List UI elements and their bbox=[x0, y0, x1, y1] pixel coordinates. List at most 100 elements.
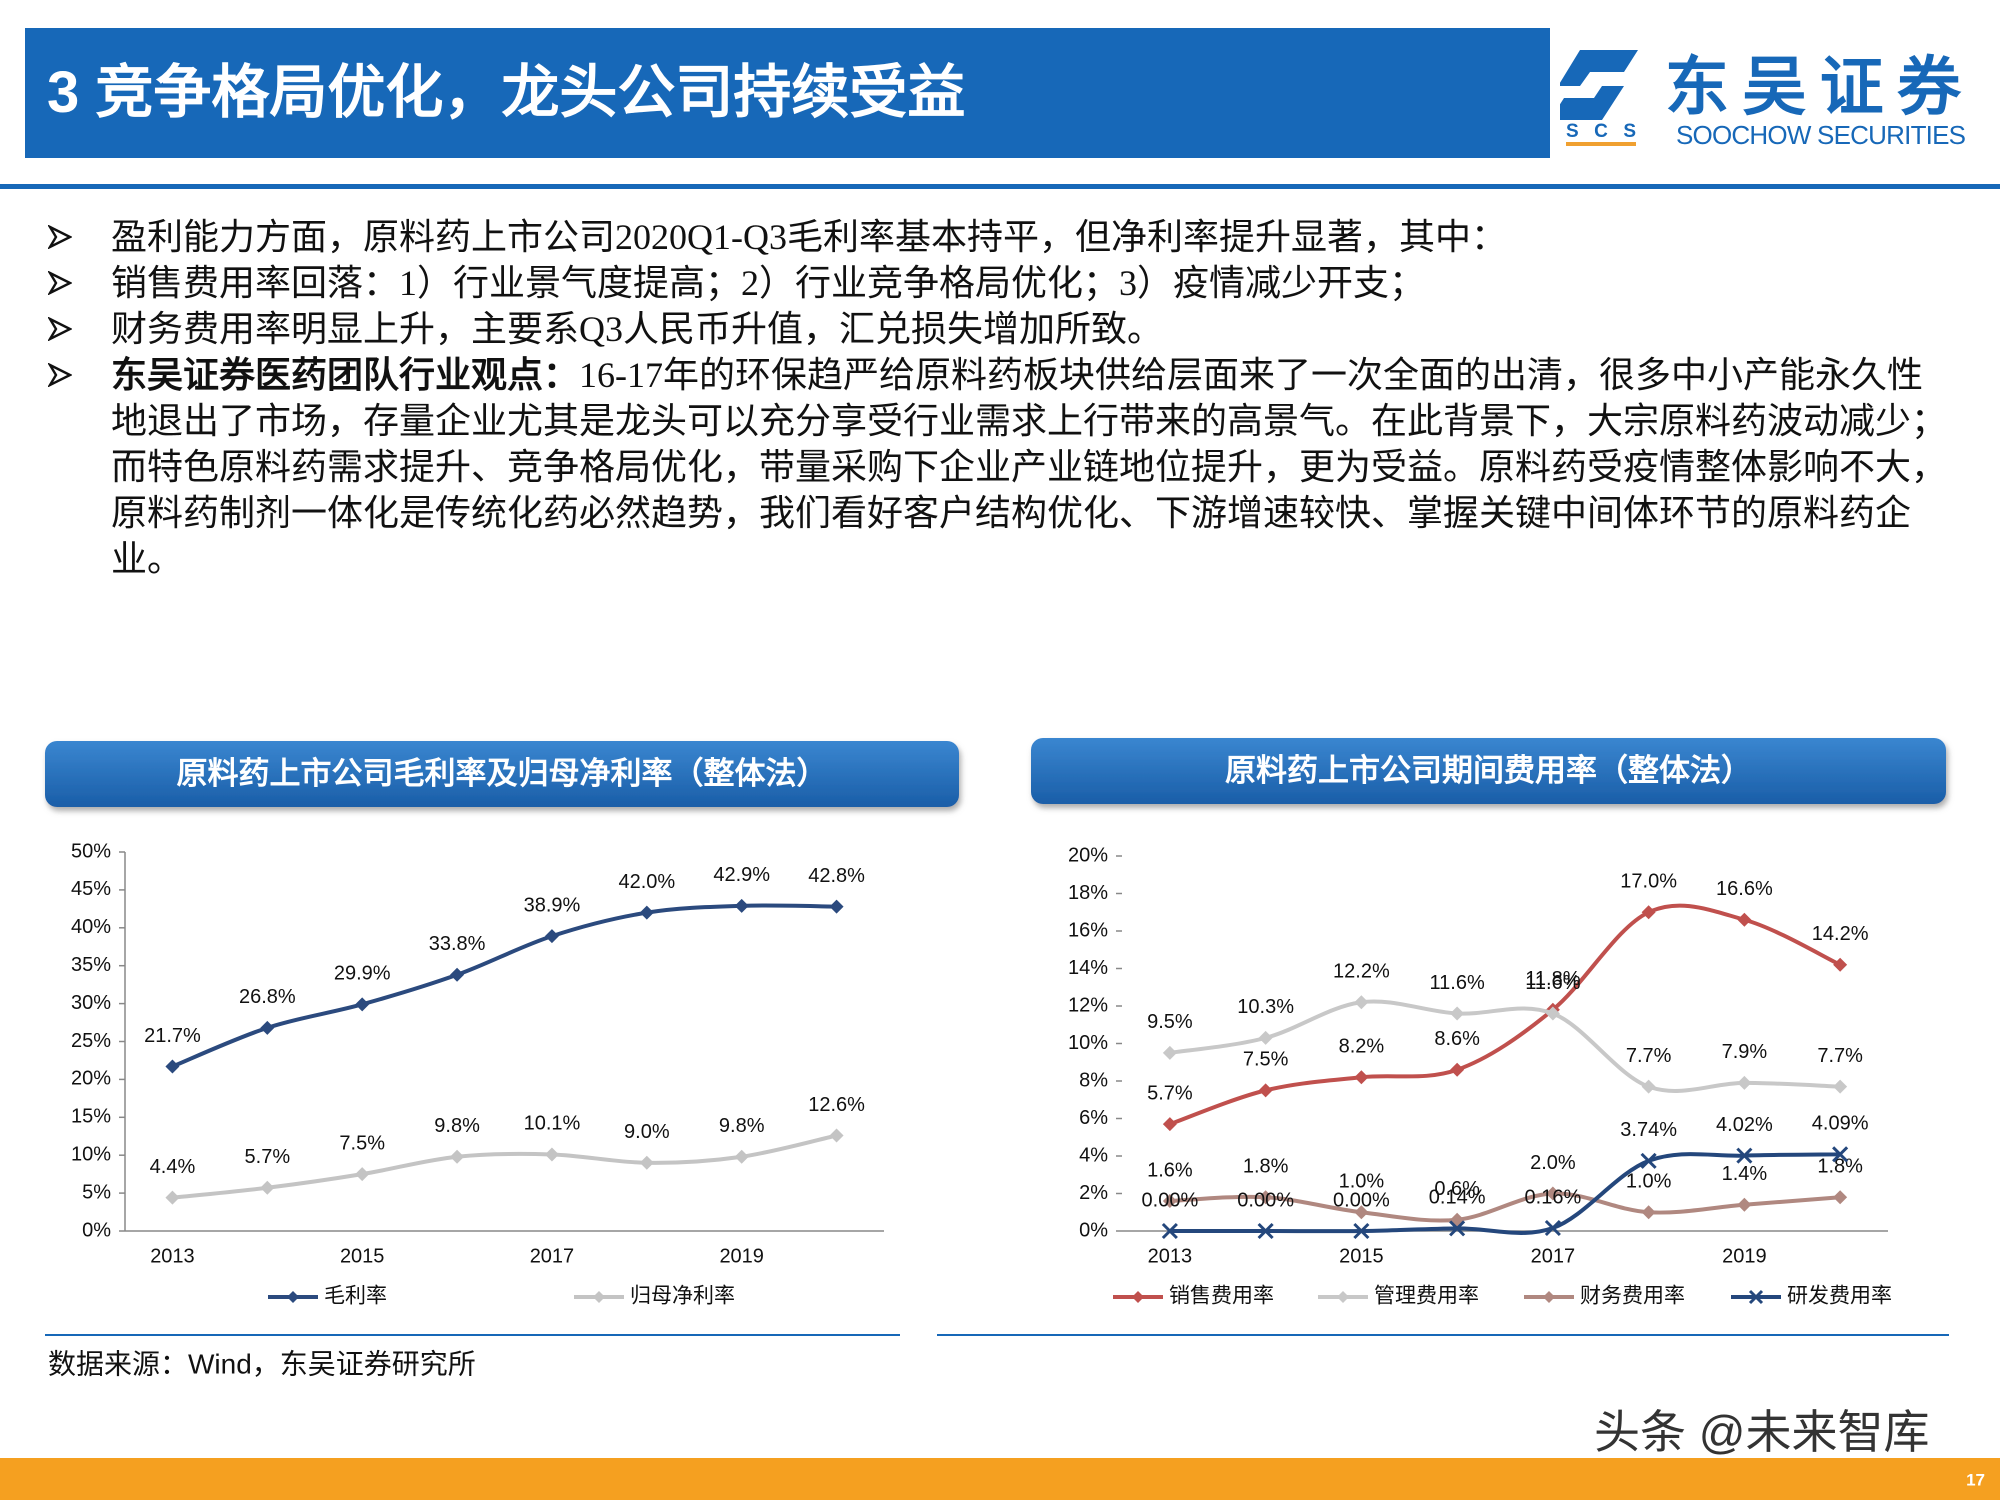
legend-marker bbox=[1337, 1291, 1349, 1303]
series-line bbox=[1169, 1152, 1841, 1235]
footer-bar bbox=[0, 1458, 2000, 1500]
bullet-marker bbox=[48, 317, 72, 341]
data-point bbox=[1833, 957, 1848, 972]
data-point bbox=[829, 1128, 844, 1143]
bullet-list: 盈利能力方面，原料药上市公司2020Q1-Q3毛利率基本持平，但净利率提升显著，… bbox=[48, 214, 1958, 582]
data-label: 5.7% bbox=[245, 1146, 291, 1168]
data-point bbox=[1736, 1147, 1753, 1164]
y-tick-label: 2% bbox=[1079, 1182, 1108, 1204]
x-tick-label: 2019 bbox=[719, 1245, 764, 1267]
data-label: 8.2% bbox=[1339, 1036, 1385, 1058]
data-label: 38.9% bbox=[524, 894, 581, 916]
y-tick-label: 20% bbox=[71, 1068, 111, 1090]
x-tick-label: 2015 bbox=[340, 1245, 385, 1267]
chart-title-panel bbox=[1031, 738, 1946, 804]
bullet-text: 盈利能力方面，原料药上市公司2020Q1-Q3毛利率基本持平，但净利率提升显著，… bbox=[111, 217, 1507, 257]
data-label: 0.16% bbox=[1525, 1186, 1582, 1208]
data-point bbox=[1545, 1186, 1560, 1201]
logo-icon bbox=[1560, 50, 1638, 120]
data-point bbox=[1162, 1117, 1177, 1132]
data-label: 0.00% bbox=[1142, 1189, 1199, 1211]
data-label: 42.0% bbox=[618, 871, 675, 893]
legend-label: 财务费用率 bbox=[1580, 1285, 1685, 1308]
data-point bbox=[1258, 1083, 1273, 1098]
data-label: 12.6% bbox=[808, 1094, 865, 1116]
data-label: 0.14% bbox=[1429, 1187, 1486, 1209]
data-point bbox=[1354, 995, 1369, 1010]
bullet-marker bbox=[48, 363, 72, 387]
data-point bbox=[1353, 1222, 1370, 1240]
header-title: 3 竞争格局优化，龙头公司持续受益 bbox=[47, 60, 966, 125]
y-tick-label: 35% bbox=[71, 954, 111, 976]
y-tick-label: 50% bbox=[71, 840, 111, 862]
y-tick-label: 0% bbox=[82, 1219, 111, 1241]
data-label: 7.5% bbox=[1243, 1049, 1289, 1071]
y-tick-label: 15% bbox=[71, 1106, 111, 1128]
data-point bbox=[639, 1155, 654, 1170]
data-label: 3.74% bbox=[1620, 1119, 1677, 1141]
data-point bbox=[165, 1059, 180, 1074]
data-label: 4.09% bbox=[1812, 1113, 1869, 1135]
y-tick-label: 5% bbox=[82, 1181, 111, 1203]
data-point bbox=[1737, 1075, 1752, 1090]
y-tick-label: 8% bbox=[1079, 1069, 1108, 1091]
source: 数据来源：Wind，东吴证券研究所 bbox=[48, 1348, 476, 1379]
y-tick-label: 0% bbox=[1079, 1219, 1108, 1241]
watermark: 头条 @未来智库 bbox=[1594, 1406, 1929, 1458]
data-label: 42.8% bbox=[808, 865, 865, 887]
data-label: 0.00% bbox=[1333, 1189, 1390, 1211]
x-tick-label: 2015 bbox=[1339, 1245, 1384, 1267]
data-label: 9.0% bbox=[624, 1121, 670, 1143]
page-number: 17 bbox=[1966, 1470, 1985, 1489]
data-label: 9.8% bbox=[434, 1115, 480, 1137]
data-point bbox=[544, 929, 559, 944]
y-tick-label: 10% bbox=[71, 1143, 111, 1165]
data-point bbox=[1641, 905, 1656, 920]
data-label: 5.7% bbox=[1147, 1082, 1193, 1104]
data-point bbox=[1257, 1222, 1274, 1240]
data-point bbox=[450, 967, 465, 982]
data-label: 4.02% bbox=[1716, 1114, 1773, 1136]
data-point bbox=[544, 1147, 559, 1162]
data-point bbox=[1737, 1197, 1752, 1212]
legend-label: 管理费用率 bbox=[1374, 1285, 1479, 1308]
data-label: 1.4% bbox=[1722, 1163, 1768, 1185]
y-tick-label: 10% bbox=[1068, 1032, 1108, 1054]
data-point bbox=[1641, 1205, 1656, 1220]
legend-marker bbox=[1543, 1291, 1555, 1303]
series-line bbox=[1169, 903, 1841, 1127]
data-label: 1.0% bbox=[1626, 1171, 1672, 1193]
data-label: 7.7% bbox=[1817, 1045, 1863, 1067]
data-point bbox=[1641, 1079, 1656, 1094]
data-label: 8.6% bbox=[1434, 1028, 1480, 1050]
bullet-marker bbox=[48, 271, 72, 295]
data-label: 0.00% bbox=[1237, 1189, 1294, 1211]
data-label: 17.0% bbox=[1620, 871, 1677, 893]
data-point bbox=[260, 1020, 275, 1035]
data-point bbox=[1833, 1079, 1848, 1094]
header-rule bbox=[0, 184, 2000, 189]
series-line bbox=[1169, 1191, 1841, 1223]
data-label: 0.6% bbox=[1434, 1178, 1480, 1200]
y-tick-label: 12% bbox=[1068, 994, 1108, 1016]
y-tick-label: 14% bbox=[1068, 957, 1108, 979]
legend-label: 销售费用率 bbox=[1169, 1285, 1274, 1308]
y-tick-label: 20% bbox=[1068, 844, 1108, 866]
data-label: 11.6% bbox=[1430, 972, 1485, 994]
data-label: 7.5% bbox=[339, 1132, 385, 1154]
chart-title: 原料药上市公司毛利率及归母净利率（整体法） bbox=[177, 756, 828, 791]
data-point bbox=[1737, 912, 1752, 927]
data-point bbox=[1161, 1222, 1178, 1240]
logo-english: SOOCHOW SECURITIES bbox=[1676, 120, 1966, 150]
y-tick-label: 16% bbox=[1068, 919, 1108, 941]
legend-marker bbox=[1748, 1289, 1764, 1305]
data-label: 9.5% bbox=[1147, 1011, 1193, 1033]
bullet: 财务费用率明显上升，主要系Q3人民币升值，汇兑损失增加所致。 bbox=[48, 306, 1958, 352]
bullet-text: 16-17年的环保趋严给原料药板块供给层面来了一次全面的出清，很多中小产能永久性… bbox=[111, 355, 1948, 579]
data-point bbox=[260, 1180, 275, 1195]
legend-label: 研发费用率 bbox=[1787, 1285, 1892, 1308]
data-point bbox=[1258, 1030, 1273, 1045]
data-point bbox=[355, 997, 370, 1012]
x-tick-label: 2019 bbox=[1722, 1245, 1767, 1267]
data-point bbox=[1258, 1190, 1273, 1205]
